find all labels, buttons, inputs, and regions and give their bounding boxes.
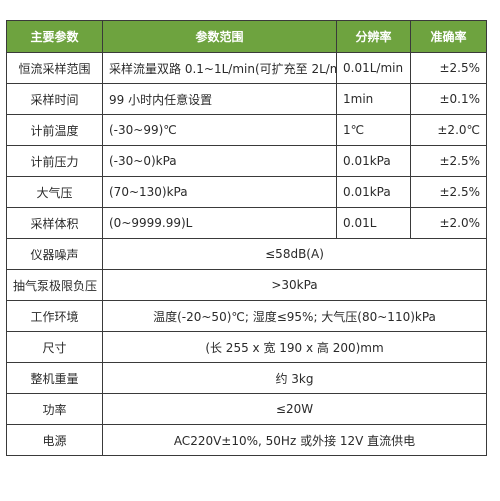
param-name: 尺寸	[6, 331, 103, 363]
table-row: 电源 AC220V±10%, 50Hz 或外接 12V 直流供电	[6, 424, 487, 456]
table-row: 仪器噪声 ≤58dB(A)	[6, 238, 487, 270]
param-name: 计前压力	[6, 145, 103, 177]
header-main-param: 主要参数	[6, 20, 103, 53]
param-range: (0~9999.99)L	[102, 207, 337, 239]
param-resolution: 1min	[336, 83, 411, 115]
param-value: 约 3kg	[102, 362, 487, 394]
param-value: ≤58dB(A)	[102, 238, 487, 270]
param-accuracy: ±2.5%	[410, 145, 487, 177]
header-row: 主要参数 参数范围 分辨率 准确率	[6, 20, 487, 53]
param-name: 恒流采样范围	[6, 52, 103, 84]
param-accuracy: ±0.1%	[410, 83, 487, 115]
table-row: 整机重量 约 3kg	[6, 362, 487, 394]
param-name: 大气压	[6, 176, 103, 208]
header-resolution: 分辨率	[336, 20, 411, 53]
param-resolution: 0.01kPa	[336, 145, 411, 177]
param-accuracy: ±2.5%	[410, 52, 487, 84]
param-name: 抽气泵极限负压	[6, 269, 103, 301]
param-name: 计前温度	[6, 114, 103, 146]
table-row: 大气压 (70~130)kPa 0.01kPa ±2.5%	[6, 176, 487, 208]
table-row: 恒流采样范围 采样流量双路 0.1~1L/min(可扩充至 2L/min) 0.…	[6, 52, 487, 84]
param-value: (长 255 x 宽 190 x 高 200)mm	[102, 331, 487, 363]
header-param-range: 参数范围	[102, 20, 337, 53]
param-range: (-30~99)℃	[102, 114, 337, 146]
param-resolution: 0.01kPa	[336, 176, 411, 208]
param-range: 99 小时内任意设置	[102, 83, 337, 115]
param-name: 电源	[6, 424, 103, 456]
table-row: 功率 ≤20W	[6, 393, 487, 425]
table-row: 计前压力 (-30~0)kPa 0.01kPa ±2.5%	[6, 145, 487, 177]
table-row: 采样时间 99 小时内任意设置 1min ±0.1%	[6, 83, 487, 115]
param-value: 温度(-20~50)℃; 湿度≤95%; 大气压(80~110)kPa	[102, 300, 487, 332]
param-resolution: 0.01L/min	[336, 52, 411, 84]
param-resolution: 1℃	[336, 114, 411, 146]
param-name: 采样体积	[6, 207, 103, 239]
param-range: (-30~0)kPa	[102, 145, 337, 177]
param-accuracy: ±2.0%	[410, 207, 487, 239]
param-accuracy: ±2.5%	[410, 176, 487, 208]
param-name: 采样时间	[6, 83, 103, 115]
table-row: 计前温度 (-30~99)℃ 1℃ ±2.0℃	[6, 114, 487, 146]
param-accuracy: ±2.0℃	[410, 114, 487, 146]
param-value: ≤20W	[102, 393, 487, 425]
param-value: AC220V±10%, 50Hz 或外接 12V 直流供电	[102, 424, 487, 456]
param-range: 采样流量双路 0.1~1L/min(可扩充至 2L/min)	[102, 52, 337, 84]
param-resolution: 0.01L	[336, 207, 411, 239]
table-row: 尺寸 (长 255 x 宽 190 x 高 200)mm	[6, 331, 487, 363]
table-row: 采样体积 (0~9999.99)L 0.01L ±2.0%	[6, 207, 487, 239]
table-row: 工作环境 温度(-20~50)℃; 湿度≤95%; 大气压(80~110)kPa	[6, 300, 487, 332]
table-row: 抽气泵极限负压 >30kPa	[6, 269, 487, 301]
param-name: 功率	[6, 393, 103, 425]
param-name: 工作环境	[6, 300, 103, 332]
param-name: 整机重量	[6, 362, 103, 394]
param-range: (70~130)kPa	[102, 176, 337, 208]
param-value: >30kPa	[102, 269, 487, 301]
param-name: 仪器噪声	[6, 238, 103, 270]
header-accuracy: 准确率	[410, 20, 487, 53]
spec-table: 主要参数 参数范围 分辨率 准确率 恒流采样范围 采样流量双路 0.1~1L/m…	[6, 20, 487, 456]
